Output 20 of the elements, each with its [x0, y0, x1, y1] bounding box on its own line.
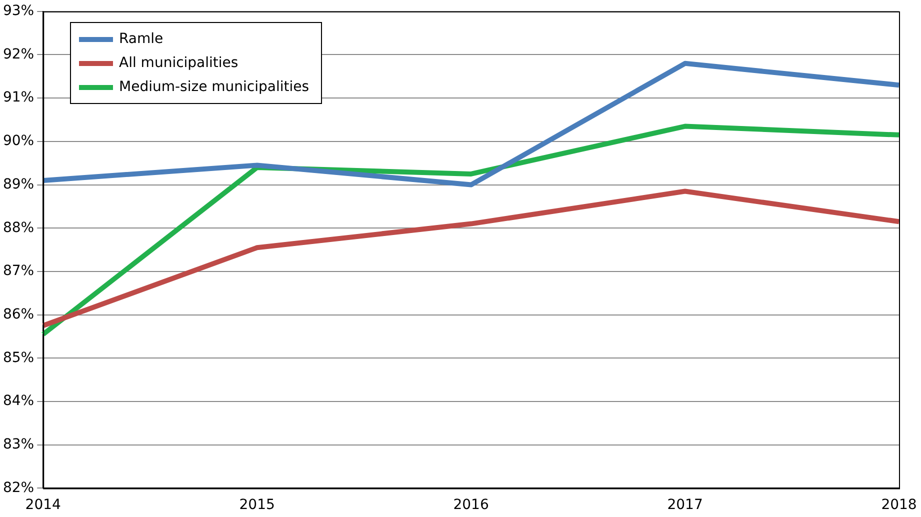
- y-tick-label: 82%: [2, 480, 34, 496]
- y-tick-label: 86%: [2, 306, 34, 322]
- x-tick-label: 2017: [667, 497, 703, 514]
- legend-label: Ramle: [119, 31, 164, 47]
- y-tick-label: 92%: [2, 46, 34, 62]
- x-tick-label: 2016: [453, 497, 489, 514]
- y-tick-label: 83%: [2, 436, 34, 452]
- x-tick-label: 2018: [881, 497, 917, 514]
- y-tick-label: 91%: [2, 90, 34, 106]
- y-tick-label: 93%: [2, 3, 34, 20]
- y-tick-label: 87%: [2, 263, 34, 280]
- y-tick-label: 88%: [2, 220, 34, 236]
- y-tick-label: 85%: [2, 350, 34, 366]
- y-tick-label: 84%: [2, 393, 34, 410]
- x-tick-label: 2014: [25, 497, 62, 514]
- x-tick-label: 2015: [239, 497, 275, 514]
- legend-label: Medium-size municipalities: [119, 79, 310, 95]
- y-tick-label: 89%: [2, 176, 34, 192]
- y-tick-label: 90%: [2, 133, 34, 150]
- legend-label: All municipalities: [119, 55, 238, 71]
